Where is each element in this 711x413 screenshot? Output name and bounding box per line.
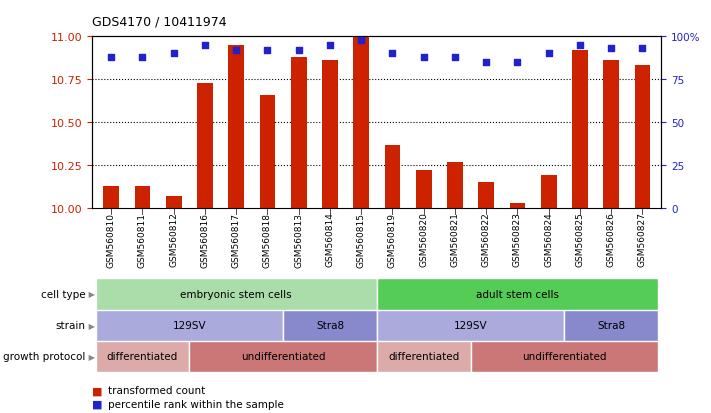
- Text: ▶: ▶: [86, 321, 95, 330]
- Point: [168, 51, 179, 58]
- Point: [449, 55, 461, 61]
- Text: Stra8: Stra8: [597, 320, 625, 330]
- Text: ■: ■: [92, 385, 103, 395]
- Text: GDS4170 / 10411974: GDS4170 / 10411974: [92, 16, 227, 29]
- Text: GSM560814: GSM560814: [326, 212, 334, 267]
- Bar: [447, 162, 463, 209]
- Text: 129SV: 129SV: [173, 320, 206, 330]
- Text: GSM560816: GSM560816: [201, 212, 210, 267]
- Bar: [260, 95, 275, 209]
- Bar: [322, 61, 338, 209]
- Text: GSM560812: GSM560812: [169, 212, 178, 267]
- Point: [262, 47, 273, 54]
- Text: GSM560819: GSM560819: [388, 212, 397, 267]
- Text: GSM560813: GSM560813: [294, 212, 303, 267]
- Point: [418, 55, 429, 61]
- Point: [387, 51, 398, 58]
- Bar: [189, 341, 377, 372]
- Point: [105, 55, 117, 61]
- Text: GSM560823: GSM560823: [513, 212, 522, 267]
- Bar: [416, 171, 432, 209]
- Point: [574, 43, 586, 49]
- Bar: [95, 341, 189, 372]
- Bar: [479, 183, 494, 209]
- Bar: [541, 176, 557, 209]
- Point: [512, 59, 523, 66]
- Text: cell type: cell type: [41, 289, 85, 299]
- Text: GSM560817: GSM560817: [232, 212, 241, 267]
- Text: GSM560811: GSM560811: [138, 212, 147, 267]
- Point: [481, 59, 492, 66]
- Text: differentiated: differentiated: [388, 351, 459, 361]
- Point: [293, 47, 304, 54]
- Bar: [95, 279, 377, 310]
- Bar: [283, 310, 377, 341]
- Text: GSM560820: GSM560820: [419, 212, 428, 267]
- Bar: [385, 145, 400, 209]
- Text: differentiated: differentiated: [107, 351, 178, 361]
- Bar: [166, 197, 181, 209]
- Bar: [377, 279, 658, 310]
- Bar: [510, 204, 525, 209]
- Text: GSM560826: GSM560826: [606, 212, 616, 267]
- Text: GSM560824: GSM560824: [544, 212, 553, 267]
- Point: [606, 46, 617, 52]
- Text: adult stem cells: adult stem cells: [476, 289, 559, 299]
- Point: [324, 43, 336, 49]
- Text: ■: ■: [92, 399, 103, 409]
- Point: [637, 46, 648, 52]
- Text: undifferentiated: undifferentiated: [241, 351, 326, 361]
- Bar: [635, 66, 651, 209]
- Text: ▶: ▶: [86, 290, 95, 299]
- Text: GSM560810: GSM560810: [107, 212, 116, 267]
- Text: GSM560818: GSM560818: [263, 212, 272, 267]
- Text: growth protocol: growth protocol: [3, 351, 85, 361]
- Point: [543, 51, 555, 58]
- Text: transformed count: transformed count: [108, 385, 205, 395]
- Text: Stra8: Stra8: [316, 320, 344, 330]
- Point: [137, 55, 148, 61]
- Text: undifferentiated: undifferentiated: [522, 351, 606, 361]
- Bar: [197, 83, 213, 209]
- Point: [199, 43, 210, 49]
- Bar: [95, 310, 283, 341]
- Bar: [228, 46, 244, 209]
- Point: [356, 37, 367, 44]
- Point: [230, 47, 242, 54]
- Text: 129SV: 129SV: [454, 320, 488, 330]
- Bar: [565, 310, 658, 341]
- Text: embryonic stem cells: embryonic stem cells: [181, 289, 292, 299]
- Bar: [103, 186, 119, 209]
- Bar: [134, 186, 150, 209]
- Text: GSM560815: GSM560815: [357, 212, 365, 267]
- Text: strain: strain: [55, 320, 85, 330]
- Bar: [572, 51, 588, 209]
- Text: ▶: ▶: [86, 352, 95, 361]
- Text: GSM560827: GSM560827: [638, 212, 647, 267]
- Bar: [377, 341, 471, 372]
- Bar: [471, 341, 658, 372]
- Text: GSM560822: GSM560822: [482, 212, 491, 267]
- Text: GSM560821: GSM560821: [451, 212, 459, 267]
- Text: percentile rank within the sample: percentile rank within the sample: [108, 399, 284, 409]
- Bar: [377, 310, 565, 341]
- Text: GSM560825: GSM560825: [575, 212, 584, 267]
- Bar: [291, 58, 306, 209]
- Bar: [353, 37, 369, 209]
- Bar: [604, 61, 619, 209]
